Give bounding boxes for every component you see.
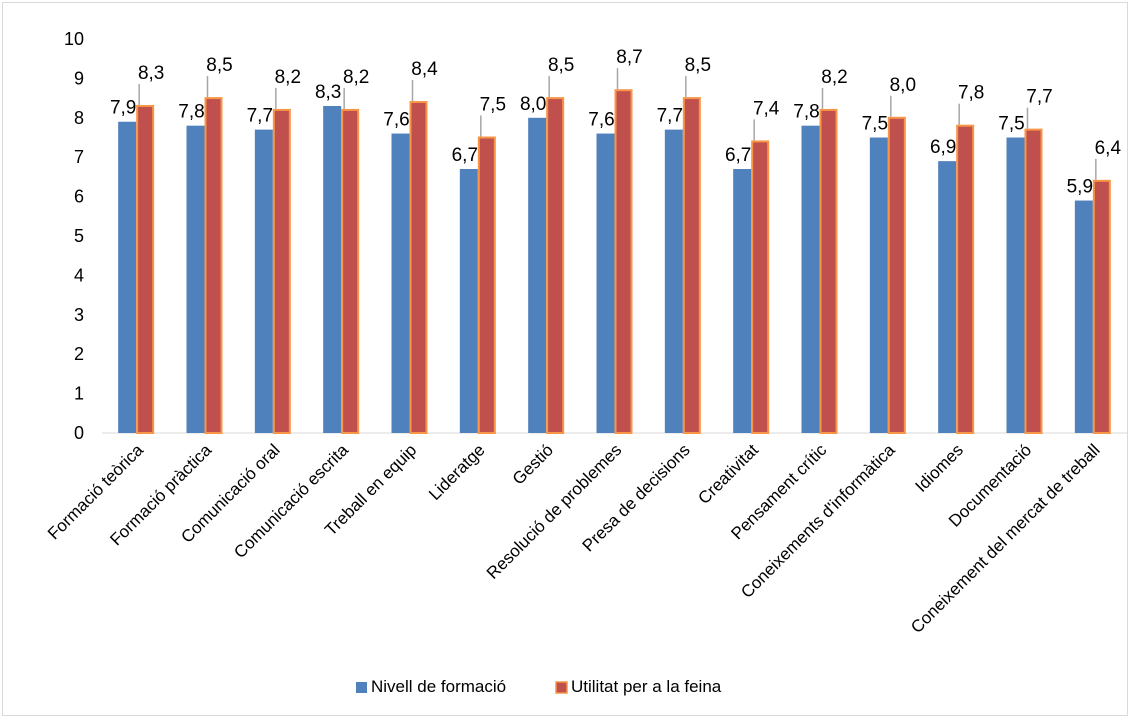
legend-swatch [555,681,568,694]
data-label-utilitat: 8,5 [206,55,232,76]
bar-utilitat-feina [956,124,975,435]
category-label: Idiomes [911,440,967,496]
data-label-utilitat: 8,2 [821,67,847,88]
y-tick-label: 9 [74,68,84,88]
data-label-utilitat: 7,8 [958,83,984,104]
y-tick-label: 7 [74,147,84,167]
bar-nivell-formacio [528,117,547,434]
data-label-nivell: 7,5 [862,114,888,135]
bar-nivell-formacio [938,161,957,433]
bar-utilitat-feina [136,104,155,434]
data-label-nivell: 7,7 [657,106,683,127]
bar-nivell-formacio [733,169,752,433]
data-label-utilitat: 6,4 [1095,138,1122,159]
category-label: Gestió [509,440,557,488]
data-label-nivell: 6,9 [930,137,956,158]
data-label-utilitat: 8,3 [138,63,164,84]
data-label-nivell: 6,7 [452,145,478,166]
legend-label: Utilitat per a la feina [571,677,722,696]
data-label-nivell: 8,3 [315,82,341,103]
data-label-utilitat: 8,7 [616,47,642,68]
data-label-nivell: 7,9 [110,98,136,119]
data-label-nivell: 7,6 [383,110,409,131]
bar-utilitat-feina [204,97,223,434]
category-label: Resolució de problemes [483,440,625,582]
bar-utilitat-feina [409,101,428,434]
data-label-utilitat: 7,7 [1026,87,1052,108]
bar-utilitat-feina [682,97,701,434]
bar-utilitat-feina [272,108,291,434]
y-tick-label: 10 [64,29,84,49]
data-label-nivell: 6,7 [725,145,751,166]
bar-nivell-formacio [869,137,888,433]
bar-utilitat-feina [887,116,906,435]
data-label-utilitat: 8,4 [411,59,438,80]
data-label-utilitat: 7,4 [753,98,780,119]
data-label-utilitat: 8,2 [343,67,369,88]
bar-utilitat-feina [1092,179,1111,434]
data-label-nivell: 7,7 [247,106,273,127]
data-label-utilitat: 8,5 [685,55,711,76]
data-label-nivell: 7,8 [793,102,819,123]
bar-utilitat-feina [819,108,838,434]
bar-utilitat-feina [614,89,633,434]
bar-nivell-formacio [1006,137,1025,433]
data-label-utilitat: 8,5 [548,55,574,76]
data-label-utilitat: 8,2 [275,67,301,88]
bar-utilitat-feina [477,136,496,434]
y-tick-label: 2 [74,344,84,364]
legend-label: Nivell de formació [371,677,506,696]
bar-utilitat-feina [546,97,565,434]
y-tick-label: 8 [74,108,84,128]
data-label-nivell: 5,9 [1067,177,1093,198]
bar-nivell-formacio [596,133,615,433]
category-label: Creativitat [694,440,762,508]
y-tick-label: 6 [74,187,84,207]
bar-utilitat-feina [751,140,770,434]
bar-nivell-formacio [1074,200,1093,433]
data-label-utilitat: 8,0 [890,75,916,96]
bar-utilitat-feina [341,108,360,434]
bar-utilitat-feina [1024,128,1043,435]
bar-nivell-formacio [391,133,410,433]
data-label-nivell: 8,0 [520,94,546,115]
data-label-utilitat: 7,5 [480,95,506,116]
y-tick-label: 5 [74,226,84,246]
category-label: Comunicació escrita [230,440,352,562]
data-label-nivell: 7,8 [178,102,204,123]
bar-nivell-formacio [801,125,820,434]
y-tick-label: 3 [74,305,84,325]
bar-nivell-formacio [118,121,137,434]
bar-nivell-formacio [323,105,342,433]
legend-swatch [356,682,367,693]
bar-nivell-formacio [186,125,205,434]
bar-nivell-formacio [254,129,273,433]
category-label: Lideratge [425,440,489,504]
data-label-nivell: 7,6 [588,110,614,131]
bar-nivell-formacio [664,129,683,433]
y-tick-label: 4 [74,265,84,285]
data-label-nivell: 7,5 [998,114,1024,135]
bar-nivell-formacio [459,169,478,433]
y-tick-label: 1 [74,384,84,404]
y-tick-label: 0 [74,423,84,443]
